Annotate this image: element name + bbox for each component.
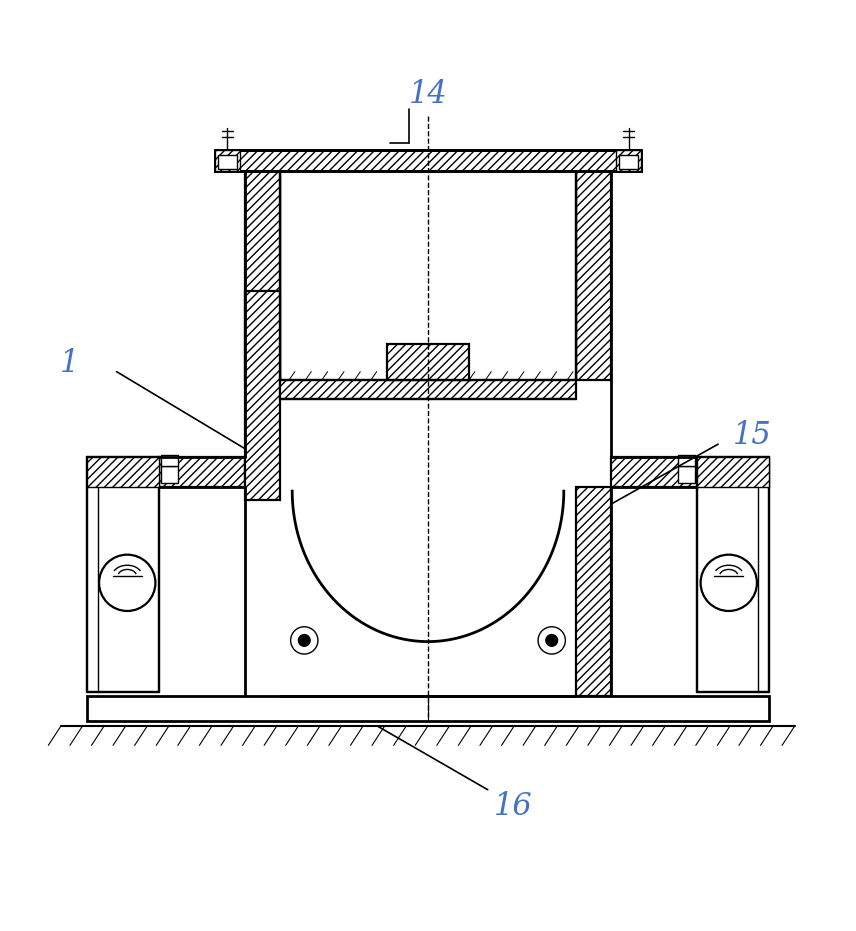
- Bar: [615, 150, 641, 171]
- Bar: [697, 457, 770, 692]
- Bar: [215, 150, 641, 171]
- Text: 15: 15: [733, 420, 771, 452]
- Bar: [575, 487, 611, 695]
- Bar: [161, 466, 178, 482]
- Bar: [678, 466, 695, 482]
- Bar: [218, 155, 237, 169]
- Circle shape: [298, 634, 310, 646]
- Text: 14: 14: [408, 79, 448, 110]
- Bar: [161, 455, 178, 466]
- Text: 16: 16: [494, 791, 532, 822]
- Bar: [611, 457, 697, 487]
- Bar: [245, 290, 281, 500]
- Bar: [86, 457, 159, 692]
- Bar: [697, 457, 770, 487]
- Circle shape: [546, 634, 558, 646]
- Bar: [619, 155, 638, 169]
- Bar: [159, 457, 245, 487]
- Bar: [678, 455, 695, 466]
- Bar: [281, 380, 575, 399]
- Bar: [245, 171, 281, 380]
- Bar: [86, 457, 159, 487]
- Bar: [86, 695, 770, 722]
- Bar: [215, 150, 241, 171]
- Bar: [575, 171, 611, 380]
- Text: 1: 1: [60, 347, 80, 379]
- Bar: [388, 344, 468, 380]
